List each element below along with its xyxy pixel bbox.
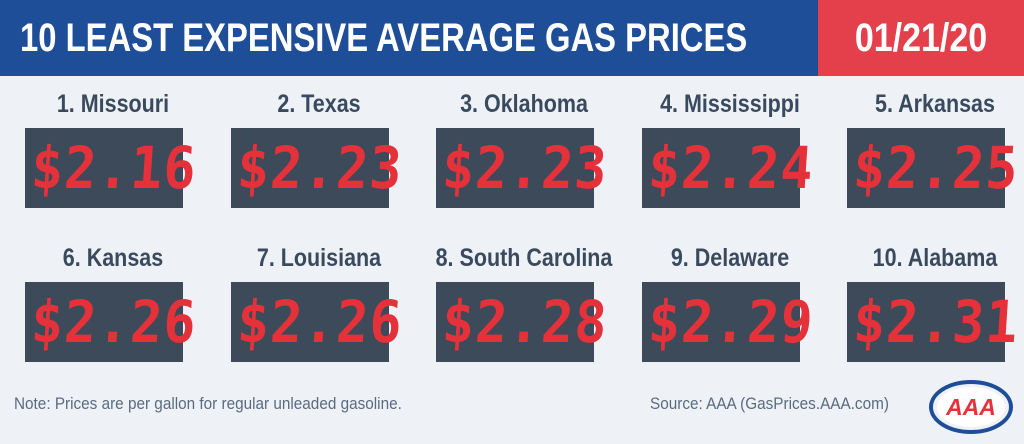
price-value: $2.31 xyxy=(851,288,1021,356)
price-value: $2.23 xyxy=(440,134,610,202)
state-label: 1. Missouri xyxy=(56,90,170,118)
price-display: $2.23 xyxy=(231,128,405,208)
logo-text: AAA xyxy=(945,394,996,420)
state-label: 3. Oklahoma xyxy=(460,90,588,118)
state-label: 6. Kansas xyxy=(62,244,164,272)
price-display: $2.26 xyxy=(25,282,199,362)
state-label: 10. Alabama xyxy=(872,244,998,272)
state-label: 7. Louisiana xyxy=(256,244,382,272)
price-value: $2.26 xyxy=(29,288,199,356)
aaa-logo-icon: AAA xyxy=(929,380,1013,434)
price-value: $2.24 xyxy=(646,134,816,202)
price-value: $2.23 xyxy=(235,134,405,202)
state-label: 4. Mississippi xyxy=(660,90,800,118)
price-value: $2.16 xyxy=(29,134,199,202)
price-value: $2.29 xyxy=(646,288,816,356)
price-value: $2.26 xyxy=(235,288,405,356)
price-display: $2.31 xyxy=(847,282,1021,362)
footer-note: Note: Prices are per gallon for regular … xyxy=(14,394,402,413)
price-display: $2.25 xyxy=(847,128,1021,208)
state-label: 5. Arkansas xyxy=(875,90,995,118)
date-label: 01/21/20 xyxy=(854,16,988,60)
price-display: $2.29 xyxy=(642,282,816,362)
price-grid: 1. Missouri $2.16 2. Texas $2.23 3. Okla… xyxy=(0,76,1024,376)
price-display: $2.23 xyxy=(436,128,610,208)
state-label: 2. Texas xyxy=(277,90,361,118)
price-display: $2.24 xyxy=(642,128,816,208)
page-title: 10 LEAST EXPENSIVE AVERAGE GAS PRICES xyxy=(20,16,748,60)
price-display: $2.26 xyxy=(231,282,405,362)
price-value: $2.25 xyxy=(851,134,1021,202)
price-display: $2.28 xyxy=(436,282,610,362)
footer-source: Source: AAA (GasPrices.AAA.com) xyxy=(650,394,889,413)
state-label: 9. Delaware xyxy=(670,244,790,272)
price-display: $2.16 xyxy=(25,128,199,208)
state-label: 8. South Carolina xyxy=(435,244,613,272)
date-badge: 01/21/20 xyxy=(818,0,1024,76)
price-value: $2.28 xyxy=(440,288,610,356)
